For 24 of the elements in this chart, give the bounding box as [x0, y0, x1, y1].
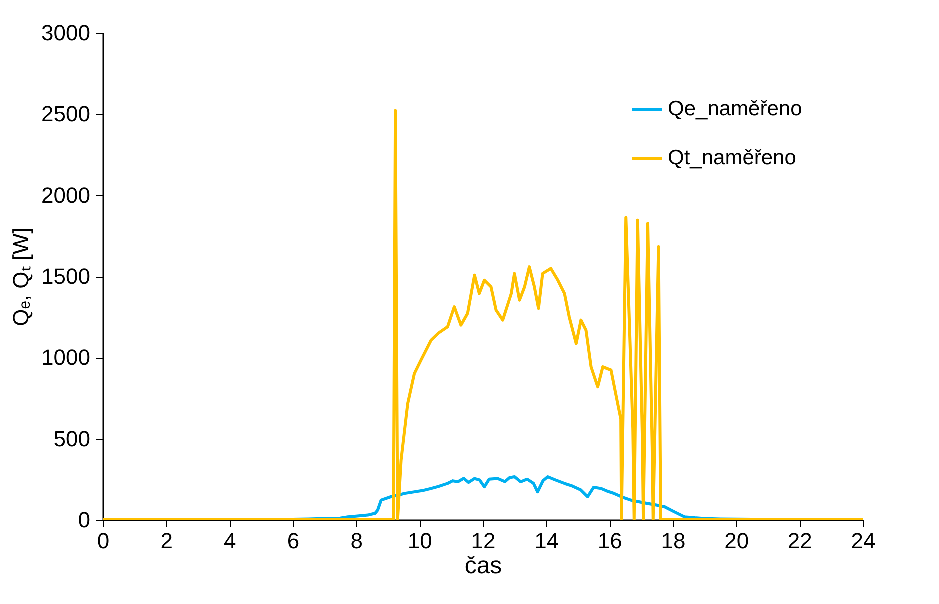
- y-tick-label: 1000: [42, 345, 90, 370]
- y-tick-label: 2500: [42, 102, 90, 127]
- y-tick-label: 3000: [42, 20, 90, 46]
- x-tick-label: 14: [534, 528, 560, 554]
- x-tick-label: 10: [408, 528, 432, 554]
- x-tick-label: 20: [724, 528, 750, 554]
- y-tick-label: 2000: [42, 182, 90, 208]
- x-tick-label: 12: [471, 528, 496, 554]
- y-tick-label: 1500: [42, 264, 90, 289]
- x-tick-label: 8: [350, 528, 363, 554]
- x-tick-label: 0: [97, 528, 110, 554]
- x-tick-label: 16: [598, 528, 622, 554]
- y-axis-title: Qₑ, Qₜ [W]: [8, 228, 34, 326]
- legend-label: Qt_naměřeno: [668, 146, 796, 170]
- y-tick-label: 500: [54, 426, 90, 452]
- x-axis-title: čas: [464, 552, 502, 580]
- legend-label: Qe_naměřeno: [668, 98, 802, 120]
- x-tick-label: 22: [788, 528, 812, 554]
- y-tick-label: 0: [78, 508, 90, 532]
- x-tick-label: 6: [287, 528, 300, 554]
- x-tick-label: 2: [160, 528, 173, 554]
- x-tick-label: 4: [224, 528, 236, 554]
- x-tick-label: 24: [851, 528, 876, 554]
- x-tick-label: 18: [661, 528, 686, 554]
